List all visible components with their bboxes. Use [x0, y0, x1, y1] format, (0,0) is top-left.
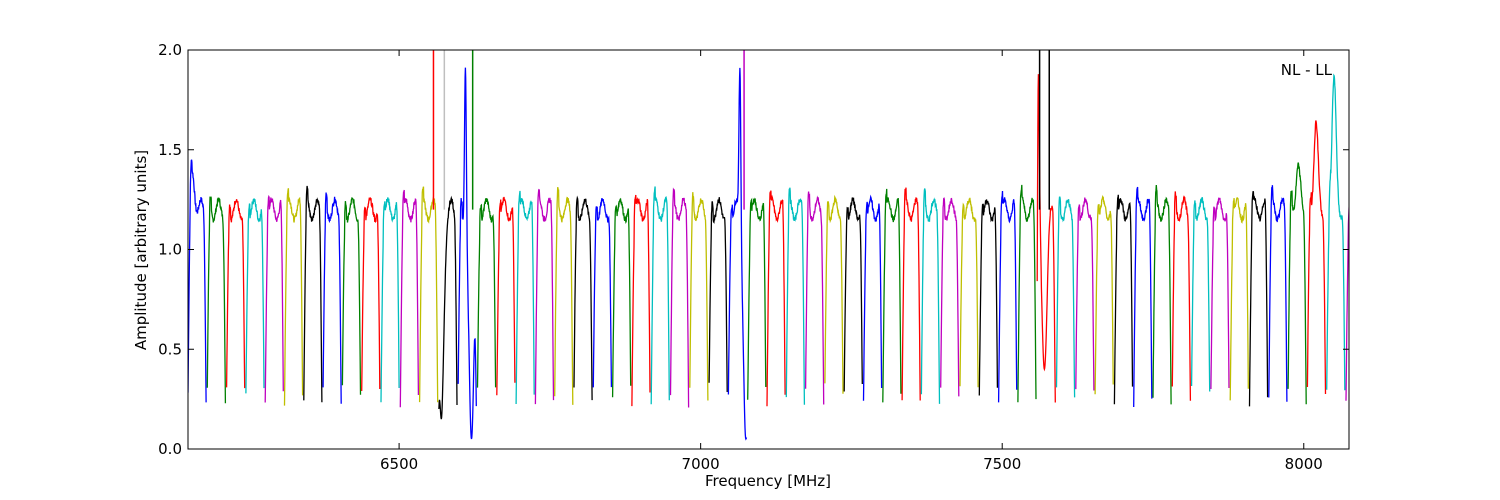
series-line — [901, 187, 921, 401]
series-line — [245, 198, 265, 394]
series-line — [920, 188, 941, 404]
series-line — [322, 192, 342, 404]
series-line — [747, 197, 767, 400]
y-tick-label: 0.5 — [158, 340, 182, 358]
y-tick-label: 1.0 — [158, 241, 182, 259]
series-line — [1171, 191, 1192, 401]
series-line — [1017, 184, 1037, 403]
series-line — [225, 199, 246, 389]
series-line — [843, 197, 863, 392]
series-line — [457, 67, 477, 440]
series-line — [804, 191, 825, 405]
x-tick-label: 7500 — [983, 455, 1021, 473]
series-line — [592, 197, 613, 388]
x-tick-label: 6500 — [380, 455, 418, 473]
series-line — [611, 197, 632, 398]
series-line — [940, 197, 960, 397]
y-axis: 0.0 0.5 1.0 1.5 2.0 — [158, 41, 1349, 458]
y-tick-label: 2.0 — [158, 41, 182, 59]
series-line — [418, 186, 439, 403]
series-line — [206, 196, 227, 404]
y-tick-label: 0.0 — [158, 440, 182, 458]
series-line — [1210, 197, 1230, 390]
series-line — [361, 197, 381, 392]
series-line — [669, 187, 690, 408]
series-line — [785, 187, 806, 405]
series-line — [689, 192, 709, 401]
series-line — [708, 197, 728, 393]
series-line — [303, 185, 323, 403]
series-line — [573, 195, 593, 401]
y-axis-label: Amplitude [arbitrary units] — [132, 150, 150, 350]
x-axis: 6500 7000 7500 8000 — [380, 50, 1323, 473]
series-line — [188, 159, 207, 403]
series-line — [1075, 197, 1095, 391]
series-line — [1268, 185, 1288, 402]
annotation-label: NL - LL — [1281, 61, 1333, 79]
series-line — [264, 194, 284, 403]
series-line — [1152, 184, 1172, 405]
series-line — [997, 190, 1018, 403]
y-tick-label: 1.5 — [158, 141, 182, 159]
series-line — [1229, 197, 1249, 401]
series-line — [882, 188, 902, 403]
series-line — [1306, 120, 1327, 395]
series-line — [1055, 196, 1076, 398]
series-layer — [188, 50, 1349, 441]
series-line — [1133, 186, 1153, 408]
series-line — [727, 67, 748, 441]
series-line — [496, 196, 516, 396]
series-line — [862, 194, 883, 401]
series-line — [959, 197, 979, 388]
series-line — [476, 198, 497, 388]
series-line — [554, 186, 574, 405]
series-line — [650, 186, 670, 405]
series-line — [1036, 74, 1056, 403]
series-line — [1113, 194, 1134, 405]
series-line — [380, 197, 400, 403]
series-line — [1190, 196, 1211, 392]
series-line — [1326, 73, 1346, 391]
x-axis-label: Frequency [MHz] — [705, 472, 831, 490]
series-line — [1248, 190, 1269, 407]
x-tick-label: 7000 — [682, 455, 720, 473]
series-line — [515, 190, 535, 405]
series-line — [824, 194, 844, 394]
series-line — [631, 194, 651, 407]
series-line — [766, 190, 786, 407]
series-line — [534, 188, 555, 405]
series-line — [1094, 194, 1114, 395]
series-line — [438, 195, 458, 420]
series-line — [978, 199, 999, 396]
series-line — [399, 189, 420, 408]
x-tick-label: 8000 — [1285, 455, 1323, 473]
series-line — [341, 196, 362, 395]
series-line — [283, 188, 304, 406]
series-line — [1287, 162, 1307, 405]
